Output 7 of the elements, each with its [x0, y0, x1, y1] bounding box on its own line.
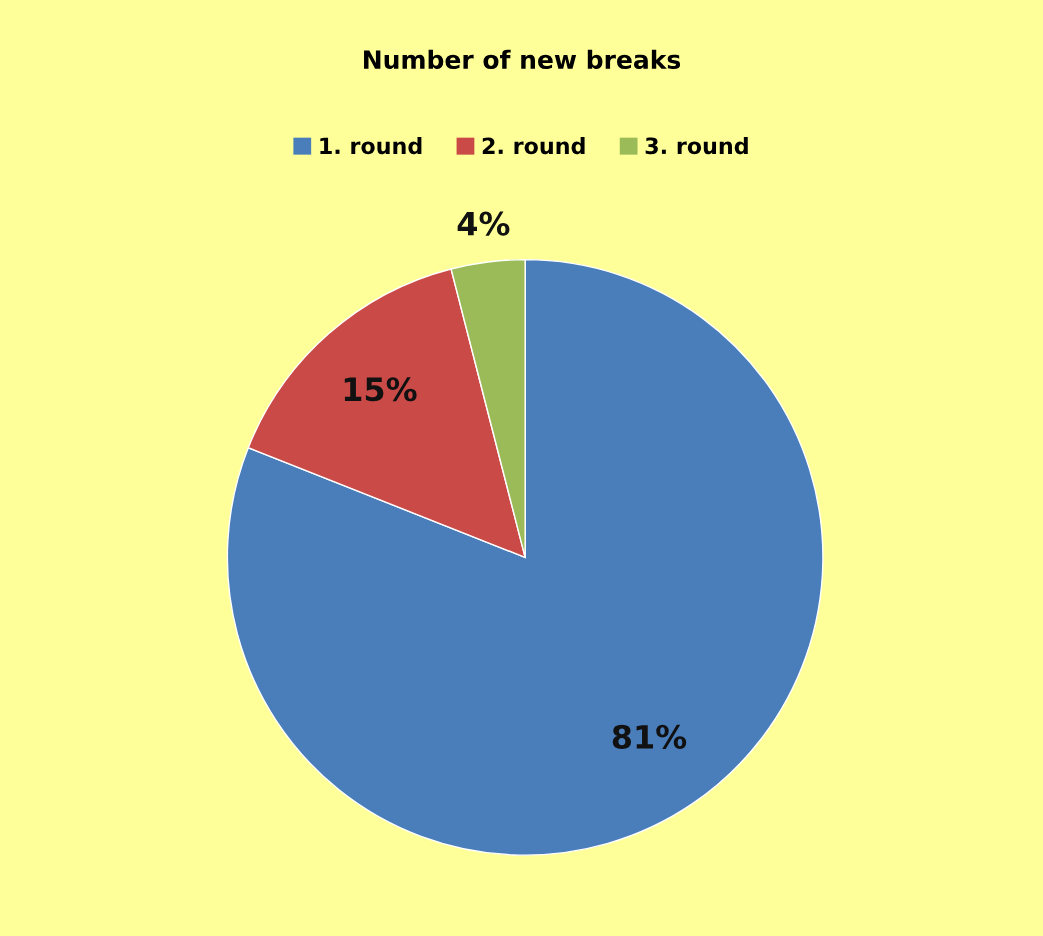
legend-label: 1. round	[320, 137, 422, 155]
chart-title: Number of new breaks	[364, 49, 681, 70]
data-label: 81%	[612, 724, 687, 749]
legend-label: 3. round	[645, 137, 748, 155]
legend-label: 2. round	[482, 137, 585, 155]
data-label: 4%	[457, 211, 510, 236]
data-label: 15%	[344, 377, 417, 402]
